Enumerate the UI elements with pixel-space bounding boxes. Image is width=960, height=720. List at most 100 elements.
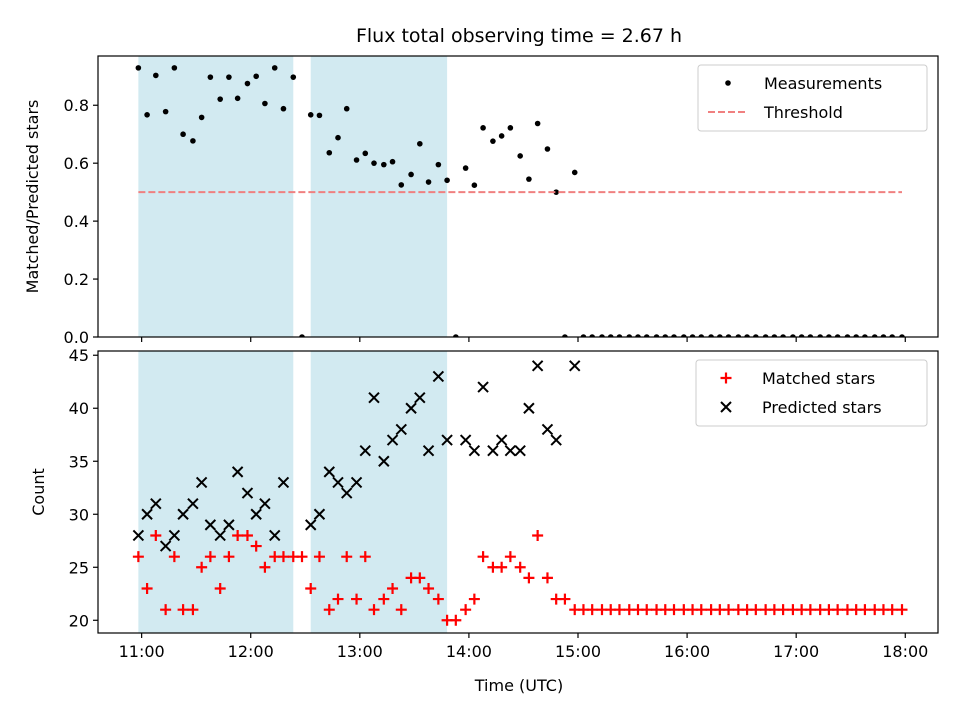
predicted-stars-point xyxy=(422,444,435,457)
measurement-point xyxy=(780,334,786,337)
matched-stars-point xyxy=(305,582,317,594)
predicted-stars-point xyxy=(195,476,208,489)
matched-stars-point xyxy=(223,551,235,563)
matched-stars-point xyxy=(896,604,908,616)
matched-stars-point xyxy=(432,593,444,605)
measurement-point xyxy=(462,165,469,171)
predicted-stars-point xyxy=(277,476,290,489)
matched-stars-point xyxy=(532,529,544,541)
measurement-point xyxy=(616,334,623,337)
matched-stars-point xyxy=(204,551,216,563)
matched-stars-point xyxy=(750,604,762,616)
measurement-point xyxy=(353,157,360,163)
legend-marker xyxy=(725,80,731,86)
predicted-stars-point xyxy=(523,402,535,414)
x-axis-label: Time (UTC) xyxy=(474,676,563,695)
matched-stars-point xyxy=(395,604,407,616)
measurement-point xyxy=(744,334,750,337)
measurement-point xyxy=(534,120,541,127)
counts-panel: 20 25 30 35 40 45 11:00 12:00 13:00 14:00 15:00 16:… xyxy=(29,346,939,661)
legend: Measurements Threshold xyxy=(697,64,928,132)
chart-title: Flux total observing time = 2.67 h xyxy=(356,25,682,47)
measurement-point xyxy=(653,334,660,337)
predicted-stars-point xyxy=(305,519,317,531)
matched-stars-point xyxy=(368,604,380,616)
matched-stars-point xyxy=(804,604,816,616)
matched-stars-point xyxy=(886,604,898,616)
matched-stars-point xyxy=(514,561,526,573)
y-tick-label: 45 xyxy=(69,346,89,365)
predicted-stars-point xyxy=(187,497,199,510)
matched-stars-point xyxy=(196,561,208,573)
predicted-stars-point xyxy=(368,391,380,404)
legend-marker xyxy=(720,372,732,384)
measurement-point xyxy=(762,334,769,337)
matched-stars-point xyxy=(477,551,489,563)
predicted-stars-point xyxy=(341,487,353,499)
x-tick-label: 14:00 xyxy=(446,642,492,661)
measurement-point xyxy=(880,334,887,337)
predicted-stars-point xyxy=(241,487,254,499)
predicted-stars-point xyxy=(514,444,526,457)
y-tick-label: 30 xyxy=(69,505,89,524)
predicted-stars-point xyxy=(395,423,407,436)
measurement-point xyxy=(290,74,297,80)
matched-stars-point xyxy=(187,604,199,616)
measurement-point xyxy=(498,133,505,139)
predicted-stars-point xyxy=(350,476,363,489)
x-tick-label: 16:00 xyxy=(664,642,710,661)
plot-area xyxy=(135,65,905,337)
measurement-point xyxy=(190,138,196,144)
y-axis-label: Count xyxy=(29,468,48,516)
predicted-stars-point xyxy=(378,455,390,467)
measurement-point xyxy=(343,105,350,112)
measurement-point xyxy=(144,112,150,118)
axes-frame xyxy=(97,55,939,338)
measurement-point xyxy=(244,80,251,87)
measurement-point xyxy=(580,334,587,337)
predicted-stars-point xyxy=(386,434,399,446)
measurement-point xyxy=(362,150,369,157)
measurement-point xyxy=(671,334,677,337)
legend-label: Threshold xyxy=(763,103,843,122)
measurement-point xyxy=(326,149,333,156)
measurement-point xyxy=(571,169,578,176)
matched-stars-point xyxy=(141,582,153,594)
measurement-point xyxy=(453,334,459,337)
measurement-point xyxy=(417,140,423,147)
predicted-stars-point xyxy=(332,476,344,489)
matched-stars-point xyxy=(460,604,472,616)
matched-stars-point xyxy=(250,540,262,552)
x-tick-label: 13:00 xyxy=(337,642,383,661)
measurement-point xyxy=(834,334,841,337)
measurement-point xyxy=(889,334,895,337)
measurement-point xyxy=(807,334,814,337)
predicted-stars-point xyxy=(141,508,153,520)
predicted-stars-point xyxy=(432,370,445,383)
measurement-point xyxy=(662,334,669,337)
matched-stars-point xyxy=(423,582,435,594)
measurement-point xyxy=(798,334,805,337)
matched-stars-point xyxy=(168,551,180,563)
measurement-point xyxy=(217,96,223,102)
measurement-point xyxy=(135,65,142,71)
measurement-point xyxy=(171,65,178,71)
measurement-point xyxy=(753,334,759,337)
matched-stars-point xyxy=(613,604,625,616)
legend-label: Matched stars xyxy=(762,369,875,388)
matched-stars-point xyxy=(150,529,162,541)
matched-stars-point xyxy=(341,551,353,563)
matched-stars-point xyxy=(641,604,653,616)
y-tick-label: 0.6 xyxy=(64,154,89,173)
measurement-point xyxy=(735,334,742,337)
matched-stars-point xyxy=(668,604,680,616)
observing-interval xyxy=(310,56,448,337)
measurement-point xyxy=(162,108,169,115)
measurement-point xyxy=(198,114,205,121)
measurement-point xyxy=(316,112,323,119)
measurement-point xyxy=(643,334,650,337)
measurement-point xyxy=(271,65,278,71)
measurement-point xyxy=(389,158,396,165)
matched-stars-point xyxy=(496,561,508,573)
measurement-point xyxy=(299,334,305,337)
